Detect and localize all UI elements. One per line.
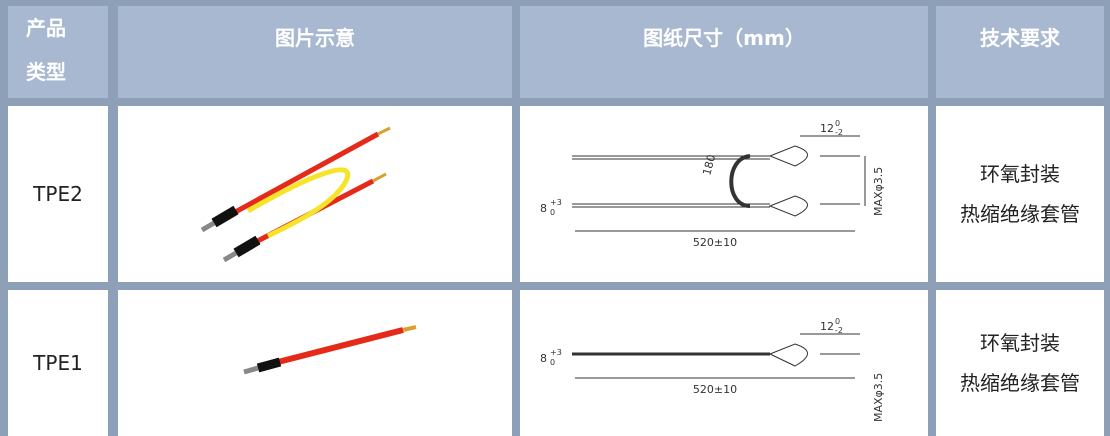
dim-tol: 0 xyxy=(550,208,555,217)
type: TPE1 xyxy=(33,351,83,375)
header-text: 产品类型 xyxy=(26,16,66,84)
product-image xyxy=(243,325,417,375)
requirement: 环氧封装 xyxy=(980,331,1060,355)
dim-bend: 180 xyxy=(700,153,718,177)
requirement: 环氧封装 xyxy=(980,162,1060,186)
requirement: 热缩绝缘套管 xyxy=(960,371,1080,395)
dim-tol: +3 xyxy=(550,348,562,357)
dim-tol: -2 xyxy=(835,128,843,137)
dim-diameter: MAXφ3.5 xyxy=(872,167,885,216)
type-cell: TPE2 xyxy=(8,106,108,282)
dim-head: 12 xyxy=(820,320,834,333)
dim-tol: 0 xyxy=(835,119,840,128)
dim-lead: 8 xyxy=(540,202,547,215)
image-cell xyxy=(118,106,512,282)
product-image xyxy=(200,126,391,263)
header-cell: 产品类型 xyxy=(8,6,108,98)
header-text: 图片示意 xyxy=(275,26,355,50)
dim-lead: 8 xyxy=(540,352,547,365)
requirement: 热缩绝缘套管 xyxy=(960,202,1080,226)
header-text: 技术要求 xyxy=(980,26,1060,50)
image-cell xyxy=(118,290,512,436)
dim-length: 520±10 xyxy=(693,383,737,396)
drawing-cell: 520±10 8 +3 0 12 0 -2 MAXφ3.5 xyxy=(520,290,928,436)
dimension-drawing: 520±10 8 +3 0 12 0 -2 MAXφ3.5 xyxy=(540,317,885,422)
header-text: 图纸尺寸（mm） xyxy=(643,26,805,50)
header-cell: 图片示意 xyxy=(118,6,512,98)
dim-length: 520±10 xyxy=(693,236,737,249)
requirement-cell: 环氧封装热缩绝缘套管 xyxy=(936,106,1104,282)
type: TPE2 xyxy=(33,182,83,206)
dim-head: 12 xyxy=(820,122,834,135)
requirement-cell: 环氧封装热缩绝缘套管 xyxy=(936,290,1104,436)
dim-tol: -2 xyxy=(835,326,843,335)
drawing-cell: 520±10 8 +3 0 12 0 -2 MAXφ3.5 180 xyxy=(520,106,928,282)
type-cell: TPE1 xyxy=(8,290,108,436)
dimension-drawing: 520±10 8 +3 0 12 0 -2 MAXφ3.5 180 xyxy=(540,119,885,249)
header-cell: 技术要求 xyxy=(936,6,1104,98)
dim-tol: 0 xyxy=(550,358,555,367)
dim-diameter: MAXφ3.5 xyxy=(872,373,885,422)
dim-tol: +3 xyxy=(550,198,562,207)
header-cell: 图纸尺寸（mm） xyxy=(520,6,928,98)
dim-tol: 0 xyxy=(835,317,840,326)
